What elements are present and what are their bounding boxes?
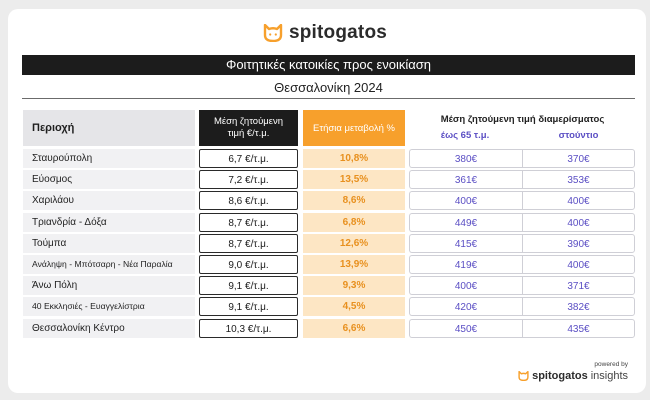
apartment-up-to-65-cell: 400€: [409, 191, 522, 211]
apartment-up-to-65-cell: 419€: [409, 255, 522, 274]
cat-head-icon: [263, 24, 283, 42]
table-row: 40 Εκκλησιές - Ευαγγελίστρια 9,1 €/τ.μ. 4,…: [0, 297, 650, 317]
footer-insights: insights: [590, 370, 628, 382]
studio-cell: 400€: [522, 191, 635, 211]
price-per-sqm-cell: 9,1 €/τ.μ.: [199, 276, 298, 296]
powered-by-text: powered by: [594, 361, 628, 368]
apartment-up-to-65-cell: 361€: [409, 170, 522, 190]
price-per-sqm-cell: 8,7 €/τ.μ.: [199, 233, 298, 253]
table-row: Εύοσμος 7,2 €/τ.μ. 13,5% 361€ 353€: [0, 170, 650, 190]
price-per-sqm-cell: 8,6 €/τ.μ.: [199, 191, 298, 211]
price-per-sqm-cell: 6,7 €/τ.μ.: [199, 149, 298, 168]
column-header-region: Περιοχή: [23, 110, 195, 146]
column-header-change: Ετήσια μεταβολή %: [303, 110, 405, 146]
studio-cell: 371€: [522, 276, 635, 296]
price-per-sqm-cell: 10,3 €/τ.μ.: [199, 318, 298, 338]
region-cell: Τούμπα: [23, 233, 195, 253]
column-header-up-to-65: έως 65 τ.μ.: [440, 129, 490, 141]
column-header-apartment: Μέση ζητούμενη τιμή διαμερίσματος: [440, 113, 605, 125]
price-per-sqm-cell: 7,2 €/τ.μ.: [199, 170, 298, 190]
footer: powered by spitogatos insights: [516, 361, 628, 385]
apartment-up-to-65-cell: 400€: [409, 276, 522, 296]
region-cell: Τριανδρία - Δόξα: [23, 212, 195, 232]
table-row: Τούμπα 8,7 €/τ.μ. 12,6% 415€ 390€: [0, 233, 650, 253]
region-cell: Χαριλάου: [23, 191, 195, 211]
annual-change-cell: 8,6%: [303, 191, 405, 211]
chart-subtitle: Θεσσαλονίκη 2024: [22, 78, 635, 99]
annual-change-cell: 10,8%: [303, 149, 405, 168]
studio-cell: 400€: [522, 212, 635, 232]
table-row: Τριανδρία - Δόξα 8,7 €/τ.μ. 6,8% 449€ 400€: [0, 212, 650, 232]
footer-brand: spitogatos: [532, 370, 588, 382]
annual-change-cell: 13,9%: [303, 255, 405, 274]
table-row: Άνω Πόλη 9,1 €/τ.μ. 9,3% 400€ 371€: [0, 276, 650, 296]
column-header-price: Μέση ζητούμενη τιμή €/τ.μ.: [199, 110, 298, 146]
cat-head-icon: [518, 371, 529, 381]
region-cell: Ανάληψη - Μπότσαρη - Νέα Παραλία: [23, 255, 195, 274]
table-row: Ανάληψη - Μπότσαρη - Νέα Παραλία 9,0 €/τ.…: [0, 255, 650, 274]
chart-title: Φοιτητικές κατοικίες προς ενοικίαση: [22, 55, 635, 75]
table-row: Χαριλάου 8,6 €/τ.μ. 8,6% 400€ 400€: [0, 191, 650, 211]
brand-name: spitogatos: [288, 22, 388, 43]
region-cell: Άνω Πόλη: [23, 276, 195, 296]
studio-cell: 390€: [522, 233, 635, 253]
annual-change-cell: 4,5%: [303, 297, 405, 317]
region-cell: 40 Εκκλησιές - Ευαγγελίστρια: [23, 297, 195, 317]
price-per-sqm-cell: 9,1 €/τ.μ.: [199, 297, 298, 317]
apartment-up-to-65-cell: 420€: [409, 297, 522, 317]
annual-change-cell: 6,6%: [303, 318, 405, 338]
price-per-sqm-cell: 8,7 €/τ.μ.: [199, 212, 298, 232]
annual-change-cell: 13,5%: [303, 170, 405, 190]
region-cell: Σταυρούπολη: [23, 149, 195, 168]
brand-logo: spitogatos: [0, 22, 650, 44]
studio-cell: 353€: [522, 170, 635, 190]
annual-change-cell: 9,3%: [303, 276, 405, 296]
apartment-up-to-65-cell: 449€: [409, 212, 522, 232]
footer-logo: spitogatos insights: [518, 370, 628, 382]
apartment-up-to-65-cell: 380€: [409, 149, 522, 168]
studio-cell: 382€: [522, 297, 635, 317]
region-cell: Εύοσμος: [23, 170, 195, 190]
apartment-up-to-65-cell: 415€: [409, 233, 522, 253]
apartment-up-to-65-cell: 450€: [409, 318, 522, 338]
table-row: Θεσσαλονίκη Κέντρο 10,3 €/τ.μ. 6,6% 450€ 435…: [0, 318, 650, 338]
studio-cell: 435€: [522, 318, 635, 338]
annual-change-cell: 6,8%: [303, 212, 405, 232]
table-row: Σταυρούπολη 6,7 €/τ.μ. 10,8% 380€ 370€: [0, 149, 650, 168]
studio-cell: 400€: [522, 255, 635, 274]
column-header-studio: στούντιο: [558, 129, 599, 141]
region-cell: Θεσσαλονίκη Κέντρο: [23, 318, 195, 338]
price-per-sqm-cell: 9,0 €/τ.μ.: [199, 255, 298, 274]
annual-change-cell: 12,6%: [303, 233, 405, 253]
studio-cell: 370€: [522, 149, 635, 168]
